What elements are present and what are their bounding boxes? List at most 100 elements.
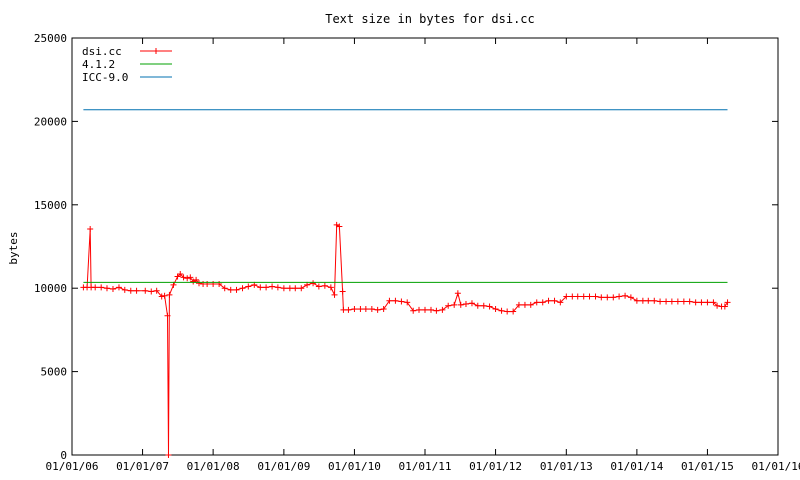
data-point [663, 298, 670, 305]
data-point [710, 299, 717, 306]
data-point [327, 284, 334, 291]
data-point [368, 306, 375, 313]
x-tick-label: 01/01/07 [116, 460, 169, 473]
data-point [398, 298, 405, 305]
data-point [714, 302, 721, 309]
data-point [422, 306, 428, 313]
y-tick-label: 5000 [41, 366, 68, 379]
data-point [245, 283, 252, 290]
data-point [574, 293, 581, 300]
data-point [142, 287, 149, 294]
data-point [468, 300, 475, 307]
legend-label: 4.1.2 [82, 58, 115, 71]
y-tick-label: 20000 [34, 115, 67, 128]
data-point [533, 299, 540, 306]
data-point [410, 307, 417, 314]
data-point [451, 301, 458, 308]
data-point [196, 280, 203, 287]
data-point [321, 282, 328, 289]
data-point [380, 306, 387, 313]
x-tick-label: 01/01/12 [469, 460, 522, 473]
y-tick-label: 0 [60, 449, 67, 462]
data-point [480, 302, 487, 309]
x-tick-label: 01/01/13 [540, 460, 593, 473]
data-point [193, 276, 200, 283]
data-point [657, 298, 664, 305]
legend-label: ICC-9.0 [82, 71, 128, 84]
data-point [527, 301, 534, 308]
data-point [374, 306, 381, 313]
data-point [133, 287, 140, 294]
data-point [357, 306, 364, 313]
data-point [239, 285, 246, 292]
data-point [98, 284, 105, 291]
data-point [177, 271, 184, 278]
data-point [698, 299, 705, 306]
data-point [92, 284, 99, 291]
data-point [651, 297, 658, 304]
data-point [161, 292, 168, 299]
data-point [153, 287, 160, 294]
data-point [298, 285, 305, 292]
y-tick-label: 25000 [34, 32, 67, 45]
data-point [724, 299, 731, 306]
data-point [486, 303, 493, 310]
data-point [174, 273, 181, 280]
data-point [166, 291, 173, 298]
axes: 0 5000 10000 15000 20000 25000 01/01/06 01/01/0… [34, 32, 800, 473]
data-point [616, 293, 623, 300]
data-point [292, 285, 299, 292]
data-point [336, 223, 343, 230]
x-tick-label: 01/01/08 [187, 460, 240, 473]
data-point [433, 307, 440, 314]
data-point [103, 285, 110, 292]
data-point [351, 306, 358, 313]
data-point [233, 286, 240, 293]
data-point [109, 286, 116, 293]
x-tick-label: 01/01/16 [752, 460, 800, 473]
data-point [668, 298, 675, 305]
data-point [521, 301, 528, 308]
chart-title: Text size in bytes for dsi.cc [325, 12, 535, 26]
data-point [227, 286, 234, 293]
x-tick-label: 01/01/09 [257, 460, 310, 473]
data-point [674, 298, 681, 305]
data-point [127, 287, 134, 294]
data-point [645, 297, 652, 304]
data-point [263, 284, 270, 291]
x-tick-label: 01/01/11 [399, 460, 452, 473]
data-point [404, 299, 411, 306]
data-point [610, 294, 617, 301]
data-point [622, 292, 629, 299]
data-point [164, 312, 171, 319]
data-point [184, 275, 191, 282]
data-point [557, 299, 564, 306]
data-point [457, 301, 464, 308]
data-point [545, 297, 552, 304]
x-tick-label: 01/01/15 [681, 460, 734, 473]
data-point [269, 283, 276, 290]
data-point [633, 297, 640, 304]
data-point [492, 306, 499, 313]
data-point [221, 285, 228, 292]
data-point [362, 306, 369, 313]
data-point [563, 293, 570, 300]
data-point [439, 306, 446, 313]
data-point [87, 225, 94, 232]
data-point [158, 293, 165, 300]
data-point [598, 294, 605, 301]
data-point [627, 294, 634, 301]
legend-label: dsi.cc [82, 45, 122, 58]
data-point [165, 452, 172, 458]
data-point [148, 288, 155, 295]
data-point [462, 301, 469, 308]
data-point [592, 293, 599, 300]
series-layer [80, 109, 731, 458]
data-point [639, 297, 646, 304]
legend-marker [153, 48, 159, 54]
data-point [721, 303, 728, 310]
x-tick-label: 01/01/06 [46, 460, 99, 473]
data-point [604, 294, 611, 301]
data-point [686, 298, 693, 305]
